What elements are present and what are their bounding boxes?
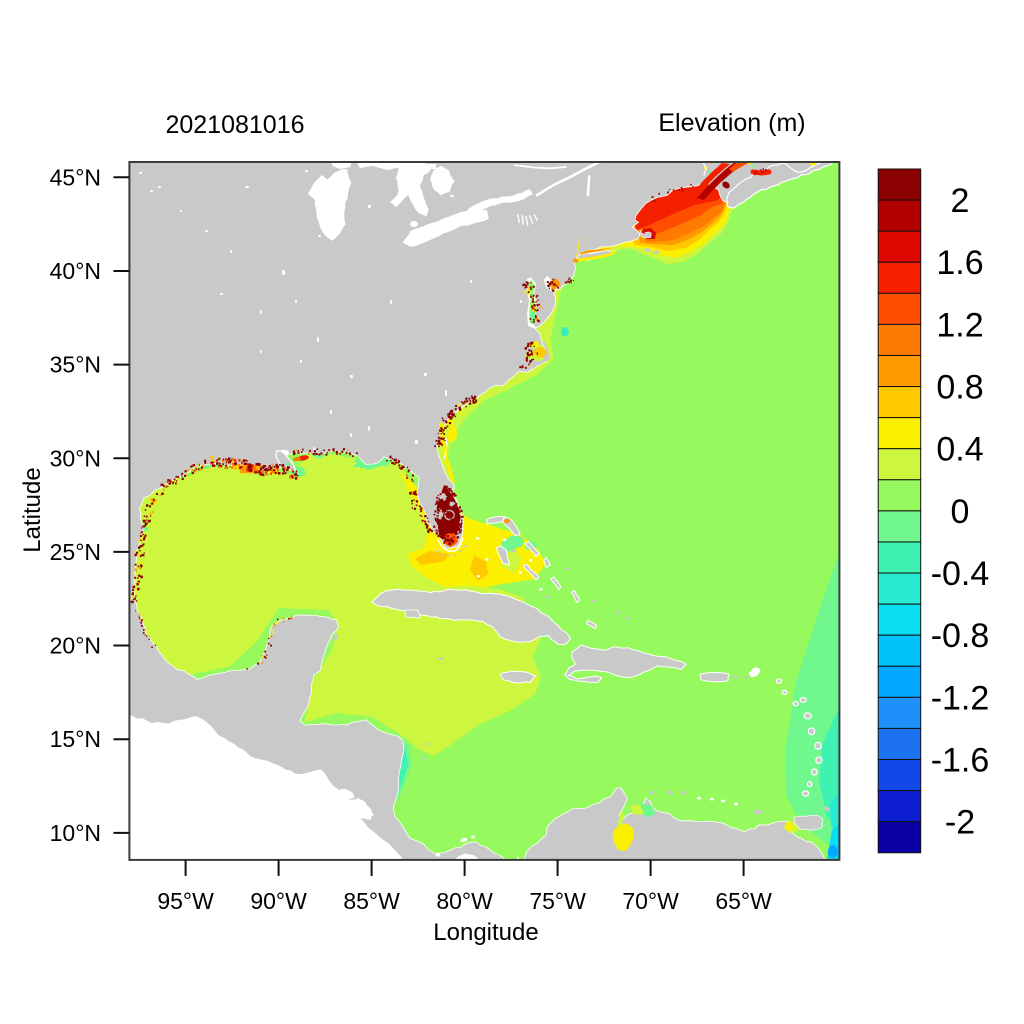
svg-text:40°N: 40°N [50,258,101,284]
svg-text:95°W: 95°W [157,888,214,914]
svg-text:1.2: 1.2 [936,306,983,344]
svg-text:30°N: 30°N [50,445,101,471]
svg-text:35°N: 35°N [50,352,101,378]
svg-text:Latitude: Latitude [19,467,46,552]
svg-text:-0.4: -0.4 [931,555,990,593]
svg-text:1.6: 1.6 [936,244,983,282]
svg-text:-0.8: -0.8 [931,617,990,655]
svg-text:10°N: 10°N [50,820,101,846]
svg-text:-1.2: -1.2 [931,679,990,717]
svg-text:-2: -2 [945,804,975,842]
svg-text:-1.6: -1.6 [931,742,990,780]
svg-text:45°N: 45°N [50,164,101,190]
svg-text:90°W: 90°W [250,888,307,914]
svg-text:70°W: 70°W [622,888,679,914]
svg-text:Longitude: Longitude [433,919,538,946]
svg-text:2021081016: 2021081016 [165,111,304,139]
svg-text:Elevation (m): Elevation (m) [658,109,805,137]
svg-text:80°W: 80°W [436,888,493,914]
svg-text:25°N: 25°N [50,539,101,565]
svg-text:65°W: 65°W [715,888,772,914]
svg-text:75°W: 75°W [529,888,586,914]
svg-text:85°W: 85°W [343,888,400,914]
svg-text:20°N: 20°N [50,633,101,659]
svg-text:15°N: 15°N [50,726,101,752]
svg-text:0: 0 [951,493,970,531]
svg-text:0.4: 0.4 [936,431,983,469]
svg-text:2: 2 [951,182,970,220]
svg-text:0.8: 0.8 [936,369,983,407]
